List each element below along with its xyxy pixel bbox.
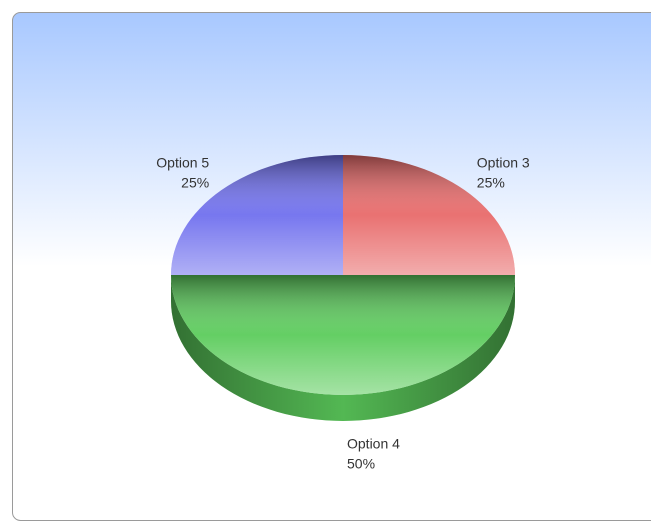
slice-label: Option 3 <box>477 154 530 170</box>
slice-shade <box>171 275 515 395</box>
slice-shade <box>343 155 515 275</box>
slice-value-label: 50% <box>347 456 375 472</box>
slice-label: Option 4 <box>347 436 400 452</box>
slice-label: Option 5 <box>156 154 209 170</box>
slice-value-label: 25% <box>477 174 505 190</box>
slice-value-label: 25% <box>181 174 209 190</box>
slice-shade <box>171 155 343 275</box>
side-shade <box>171 275 515 421</box>
